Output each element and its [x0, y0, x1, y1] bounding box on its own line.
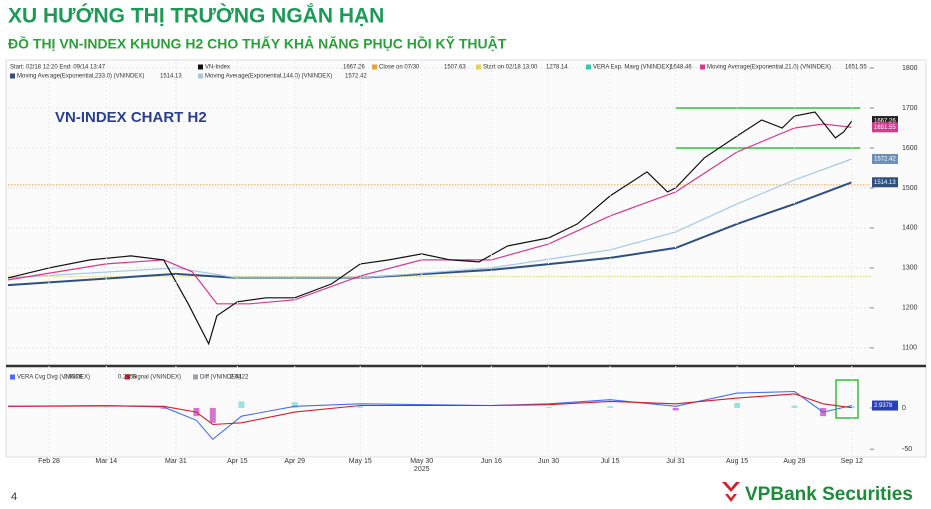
- legend-label: Moving Average(Exponential,21.0) (VNINDE…: [707, 65, 831, 71]
- x-tick-label: Mar 14: [95, 458, 117, 465]
- legend-value: 1648.46: [670, 65, 692, 71]
- value-tag-label: 2.9378: [874, 403, 893, 409]
- legend-swatch: [10, 73, 15, 79]
- page-number: 4: [11, 491, 17, 503]
- legend-swatch: [10, 374, 15, 380]
- brand-logo: [722, 482, 740, 502]
- legend-swatch: [125, 374, 130, 380]
- diff-bar: [545, 407, 552, 408]
- legend-label: Diff (VNINDEX): [200, 375, 241, 381]
- x-tick-label: Mar 31: [165, 458, 187, 465]
- value-tag: [872, 153, 898, 164]
- x-tick-label: Sep 12: [841, 458, 863, 465]
- brand-name: VPBank Securities: [745, 484, 913, 505]
- diff-bar: [607, 406, 614, 408]
- value-tag-label: 1572.42: [874, 157, 896, 163]
- diff-bar: [209, 407, 216, 423]
- legend-label: Moving Average(Exponential,233.0) (VNIND…: [17, 74, 144, 80]
- series-line: [7, 111, 853, 346]
- value-tag: [872, 400, 898, 411]
- x-tick-label: Aug 15: [726, 458, 748, 465]
- legend-label: VERA Cvg Dvg (VNINDEX): [17, 375, 90, 381]
- slide-subtitle: ĐỒ THỊ VN-INDEX KHUNG H2 CHO THẤY KHẢ NĂ…: [8, 35, 507, 52]
- legend-swatch: [198, 64, 203, 70]
- diff-bar: [791, 405, 798, 408]
- x-tick-label: Jul 15: [601, 458, 620, 465]
- value-tag-label: 1514.13: [874, 180, 896, 186]
- diff-bar: [291, 402, 298, 408]
- y-tick-label: 1200: [902, 305, 918, 312]
- y-tick-label: 1500: [902, 185, 918, 192]
- x-tick-label: Aug 29: [783, 458, 805, 465]
- indicator-line: [7, 393, 852, 426]
- chart-label: VN-INDEX CHART H2: [55, 109, 207, 126]
- y-tick-label: 1300: [902, 265, 918, 272]
- x-year-label: 2025: [414, 466, 430, 473]
- y-tick-label: 1700: [902, 105, 918, 112]
- diff-bar: [848, 405, 855, 408]
- legend-header: Start: 02/18 12:20 End: 09/14 13:47: [10, 65, 106, 71]
- value-tag: [872, 122, 898, 133]
- diff-bar: [672, 407, 679, 411]
- legend-label: VN-Index: [205, 65, 230, 71]
- legend-swatch: [476, 64, 481, 70]
- y-tick-label: 1400: [902, 225, 918, 232]
- x-tick-label: Apr 15: [227, 458, 248, 465]
- y-tick-label: 0: [902, 405, 906, 412]
- value-tag-label: 1651.55: [874, 125, 896, 131]
- x-tick-label: May 15: [349, 458, 372, 465]
- legend-value: 2.9378: [64, 375, 83, 381]
- y-tick-label: 1800: [902, 65, 918, 72]
- x-tick-label: May 30: [410, 458, 433, 465]
- legend-value: 1651.55: [845, 65, 867, 71]
- legend-swatch: [372, 64, 377, 70]
- y-tick-label: -50: [902, 446, 912, 453]
- legend-value: 1667.26: [343, 65, 365, 71]
- legend-swatch: [586, 64, 591, 70]
- diff-bar: [734, 403, 741, 408]
- legend-label: Close on 07/30: [379, 65, 420, 71]
- y-tick-label: 1100: [902, 345, 917, 352]
- legend-value: 2.6422: [230, 375, 249, 381]
- x-tick-label: Jun 30: [538, 458, 559, 465]
- diff-bar: [238, 401, 245, 408]
- value-tag-label: 1667.26: [874, 119, 896, 125]
- logo-mark: [722, 482, 740, 492]
- chart-frame: [5, 59, 927, 458]
- legend-value: 1278.14: [546, 65, 568, 71]
- slide-title: XU HƯỚNG THỊ TRƯỜNG NGẮN HẠN: [8, 4, 384, 28]
- diff-bar: [160, 407, 167, 409]
- logo-mark: [725, 494, 737, 502]
- legend-label: VERA Exp. Mavg (VNINDEX): [593, 65, 671, 71]
- series-line: [7, 181, 853, 287]
- legend-value: 0.2956: [118, 375, 137, 381]
- legend-value: 1507.63: [444, 65, 466, 71]
- diff-bar: [357, 406, 364, 408]
- legend-label: Signal (VNINDEX): [132, 375, 181, 381]
- value-tag: [872, 177, 898, 188]
- x-tick-label: Apr 29: [284, 458, 305, 465]
- x-tick-label: Jul 31: [666, 458, 685, 465]
- series-line: [7, 158, 853, 279]
- legend-swatch: [700, 64, 705, 70]
- legend-swatch: [193, 374, 198, 380]
- value-tag: [872, 116, 898, 127]
- legend-label: Moving Average(Exponential,144.0) (VNIND…: [205, 74, 332, 80]
- legend-swatch: [198, 73, 203, 79]
- indicator-line: [7, 390, 852, 441]
- highlight-box: [835, 379, 859, 419]
- legend-value: 1514.13: [160, 74, 182, 80]
- x-tick-label: Feb 28: [38, 458, 60, 465]
- x-tick-label: Jun 16: [481, 458, 502, 465]
- legend-value: 1572.42: [345, 74, 367, 80]
- y-tick-label: 1600: [902, 145, 918, 152]
- legend-label: Start on 02/18 13:00: [483, 65, 538, 71]
